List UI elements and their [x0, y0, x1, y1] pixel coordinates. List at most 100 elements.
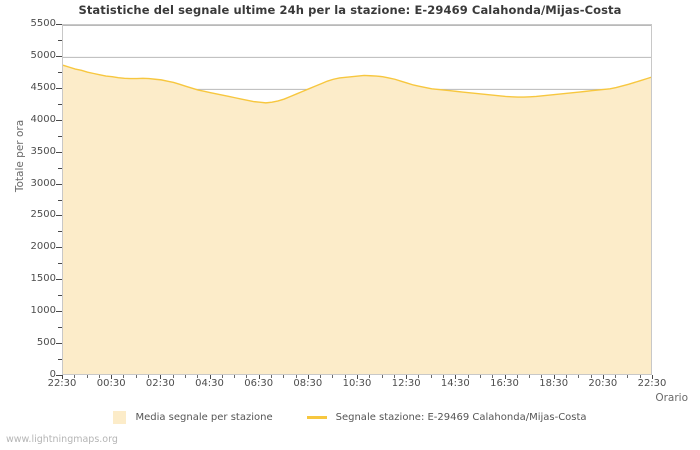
- x-tick-mark: [652, 375, 653, 379]
- chart-legend: Media segnale per stazione Segnale stazi…: [0, 411, 700, 424]
- legend-item-average[interactable]: Media segnale per stazione: [113, 411, 273, 424]
- y-tick-mark: [56, 55, 62, 57]
- x-tick-label: 10:30: [342, 378, 372, 389]
- y-tick-mark: [56, 375, 62, 376]
- y-tick-label: 1500: [30, 273, 56, 285]
- y-tick-mark: [56, 215, 62, 217]
- x-tick-label: 18:30: [539, 378, 569, 389]
- y-tick-label: 0: [49, 369, 56, 380]
- x-tick-mark: [308, 375, 309, 379]
- x-tick-mark: [603, 375, 604, 379]
- y-tick-label: 4000: [30, 113, 56, 125]
- y-tick-label: 1000: [30, 305, 56, 317]
- x-tick-mark-minor: [443, 375, 444, 378]
- x-tick-mark-minor: [296, 375, 297, 378]
- legend-line-swatch-icon: [306, 416, 327, 419]
- series-line: [63, 64, 651, 104]
- x-tick-mark-minor: [640, 375, 641, 378]
- chart-plot-svg: [63, 25, 651, 374]
- y-tick-mark-minor: [58, 167, 62, 169]
- x-tick-label: 08:30: [293, 378, 323, 389]
- x-tick-mark-minor: [591, 375, 592, 378]
- x-tick-mark: [259, 375, 260, 379]
- x-tick-mark-minor: [394, 375, 395, 378]
- x-tick-mark-minor: [431, 375, 432, 378]
- x-tick-mark-minor: [173, 375, 174, 378]
- y-tick-label: 2000: [30, 241, 56, 253]
- x-tick-label: 14:30: [440, 378, 470, 389]
- x-tick-label: 00:30: [96, 378, 126, 389]
- y-axis-tick-labels: 0 500 1000 1500 2000 2500 3000 3500 4000 4500 5000…: [0, 19, 56, 380]
- y-tick-label: 4500: [30, 81, 56, 93]
- x-tick-mark-minor: [468, 375, 469, 378]
- series-area-fill: [63, 65, 651, 374]
- x-tick-label: 20:30: [588, 378, 618, 389]
- y-tick-mark: [56, 247, 62, 249]
- y-tick-mark-minor: [58, 71, 62, 73]
- y-tick-mark: [56, 151, 62, 153]
- y-tick-label: 2500: [30, 209, 56, 221]
- x-tick-mark: [62, 375, 63, 379]
- y-tick-label: 500: [36, 337, 56, 349]
- watermark: www.lightningmaps.org: [6, 434, 118, 445]
- y-tick-label: 3000: [30, 177, 56, 189]
- y-tick-mark: [56, 24, 62, 25]
- y-tick-mark: [56, 183, 62, 185]
- legend-area-swatch-icon: [113, 411, 127, 424]
- x-tick-mark-minor: [332, 375, 333, 378]
- x-tick-mark-minor: [87, 375, 88, 378]
- legend-label-average: Media segnale per stazione: [135, 412, 273, 423]
- x-tick-mark-minor: [123, 375, 124, 378]
- x-tick-mark-minor: [148, 375, 149, 378]
- x-tick-mark: [554, 375, 555, 379]
- y-axis-title: Totale per ora: [14, 119, 26, 193]
- x-tick-mark-minor: [492, 375, 493, 378]
- chart-title: Statistiche del segnale ultime 24h per l…: [78, 3, 622, 17]
- x-axis-ticks: [0, 375, 700, 380]
- x-tick-mark-minor: [369, 375, 370, 378]
- x-tick-mark-minor: [271, 375, 272, 378]
- x-tick-mark-minor: [627, 375, 628, 378]
- x-tick-mark-minor: [185, 375, 186, 378]
- y-tick-mark-minor: [58, 39, 62, 41]
- legend-item-station[interactable]: Segnale stazione: E-29469 Calahonda/Mija…: [306, 412, 587, 423]
- y-tick-mark-minor: [58, 199, 62, 201]
- x-tick-mark-minor: [529, 375, 530, 378]
- x-tick-mark-minor: [74, 375, 75, 378]
- x-tick-label: 02:30: [145, 378, 175, 389]
- y-tick-mark: [56, 311, 62, 313]
- y-tick-mark-minor: [58, 231, 62, 233]
- x-axis-title: Orario: [655, 392, 688, 404]
- x-tick-mark-minor: [418, 375, 419, 378]
- x-tick-mark-minor: [578, 375, 579, 378]
- x-tick-mark: [160, 375, 161, 379]
- y-tick-mark: [56, 119, 62, 121]
- y-tick-mark: [56, 279, 62, 281]
- x-tick-mark: [210, 375, 211, 379]
- x-tick-label: 06:30: [244, 378, 274, 389]
- x-tick-mark-minor: [136, 375, 137, 378]
- x-tick-mark-minor: [246, 375, 247, 378]
- x-tick-mark: [111, 375, 112, 379]
- x-tick-mark-minor: [615, 375, 616, 378]
- x-tick-mark: [505, 375, 506, 379]
- x-tick-mark-minor: [222, 375, 223, 378]
- y-tick-label: 5000: [30, 49, 56, 61]
- y-tick-mark-minor: [58, 327, 62, 329]
- x-tick-mark-minor: [283, 375, 284, 378]
- x-tick-mark-minor: [345, 375, 346, 378]
- x-tick-mark-minor: [234, 375, 235, 378]
- x-tick-label: 12:30: [391, 378, 421, 389]
- y-tick-mark-minor: [58, 359, 62, 361]
- x-tick-label: 16:30: [490, 378, 519, 389]
- y-tick-label: 3500: [30, 145, 56, 157]
- x-tick-label: 22:30: [637, 378, 667, 389]
- y-tick-mark-minor: [58, 263, 62, 265]
- x-tick-label: 22:30: [47, 378, 77, 389]
- x-tick-mark: [406, 375, 407, 379]
- x-tick-mark-minor: [517, 375, 518, 378]
- x-tick-mark-minor: [320, 375, 321, 378]
- x-tick-mark: [455, 375, 456, 379]
- x-tick-mark-minor: [382, 375, 383, 378]
